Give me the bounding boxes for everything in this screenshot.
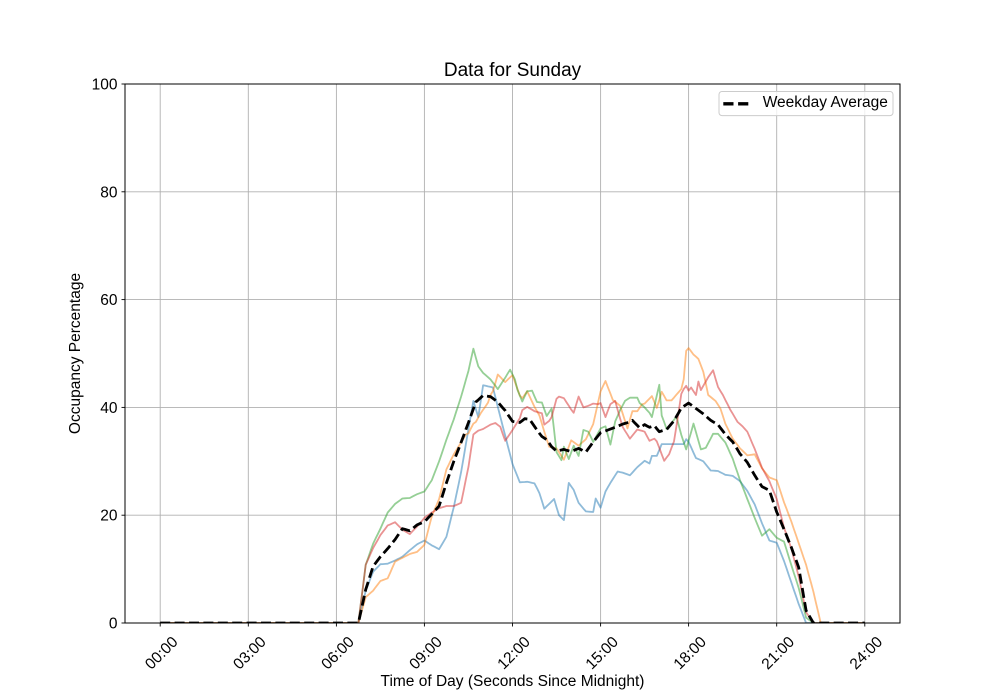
svg-text:Time of Day (Seconds Since Mid: Time of Day (Seconds Since Midnight) [381, 673, 645, 690]
svg-text:Weekday Average: Weekday Average [763, 94, 888, 111]
svg-text:Occupancy Percentage: Occupancy Percentage [67, 273, 84, 434]
svg-text:60: 60 [100, 292, 118, 309]
svg-text:0: 0 [109, 616, 118, 633]
svg-text:Data for Sunday: Data for Sunday [444, 60, 582, 81]
svg-text:100: 100 [92, 77, 118, 94]
svg-text:40: 40 [100, 400, 118, 417]
svg-text:80: 80 [100, 184, 118, 201]
svg-text:20: 20 [100, 508, 118, 525]
